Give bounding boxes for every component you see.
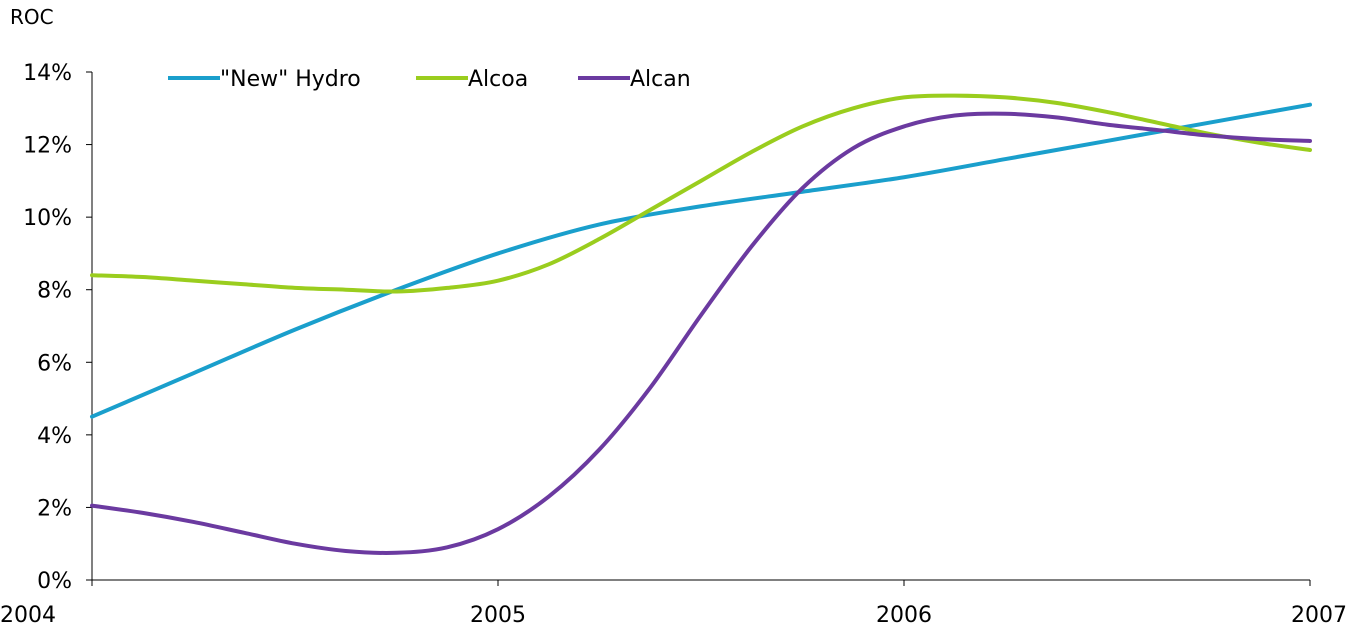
series-line-new-hydro	[90, 102, 1312, 419]
legend: "New" Hydro Alcoa Alcan	[168, 67, 691, 92]
series-line-alcoa	[90, 93, 1312, 294]
y-tick-labels: 0% 2% 4% 6% 8% 10% 12% 14%	[23, 61, 72, 594]
series-lines	[90, 93, 1312, 555]
legend-label-alcoa: Alcoa	[468, 67, 528, 92]
x-tick-label: 2005	[470, 603, 526, 628]
x-tick-labels: 2004 2005 2006 2007	[0, 603, 1347, 628]
y-tick-label: 10%	[23, 206, 72, 231]
y-tick-label: 12%	[23, 134, 72, 159]
x-tick-label: 2006	[876, 603, 932, 628]
axes	[86, 71, 1311, 586]
x-tick-label: 2007	[1291, 603, 1347, 628]
y-tick-label: 0%	[37, 569, 72, 594]
y-tick-label: 2%	[37, 496, 72, 521]
y-tick-label: 6%	[37, 351, 72, 376]
legend-label-alcan: Alcan	[630, 67, 691, 92]
y-tick-label: 14%	[23, 61, 72, 86]
series-line-alcan	[90, 111, 1312, 555]
y-tick-label: 8%	[37, 279, 72, 304]
x-tick-label: 2004	[0, 603, 56, 628]
legend-label-new-hydro: "New" Hydro	[220, 67, 361, 92]
y-tick-label: 4%	[37, 424, 72, 449]
y-axis-label: ROC	[10, 5, 54, 29]
